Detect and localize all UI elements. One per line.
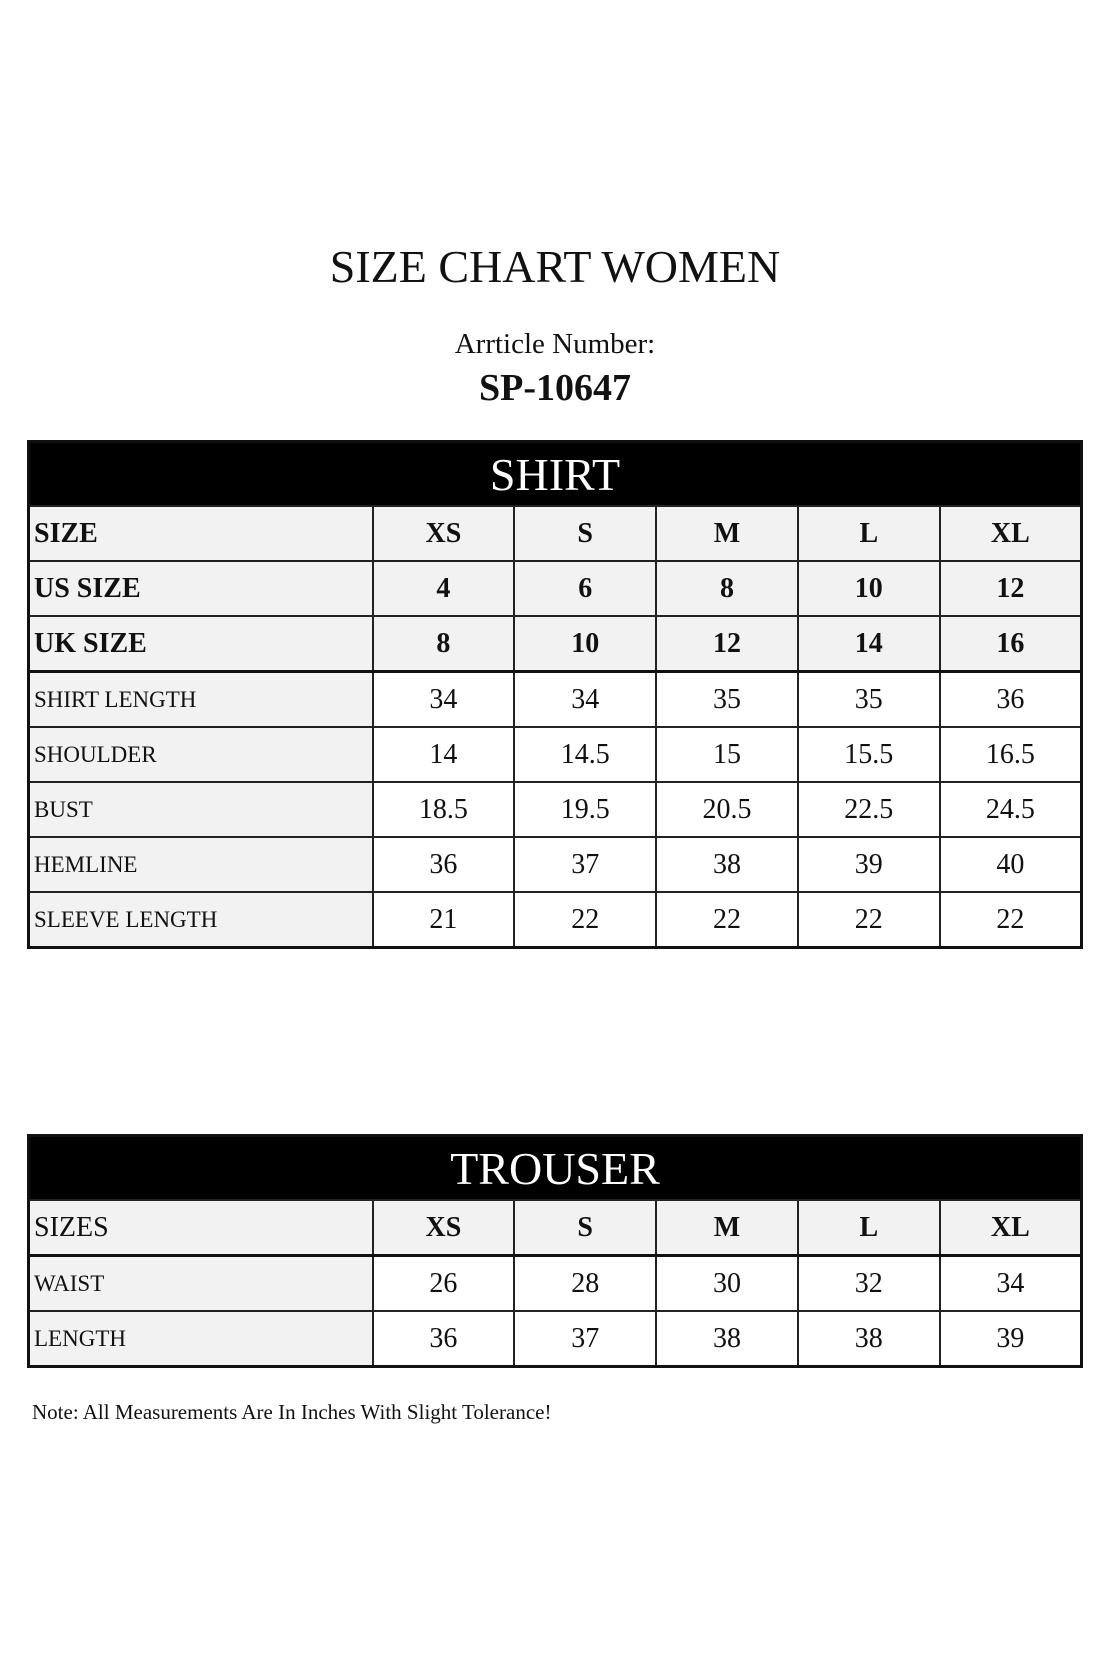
shirt-table: SHIRT SIZE XS S M L XL US SIZE 4 6 8 10 12 UK SIZE 8 1… <box>27 440 1083 949</box>
table-cell: 38 <box>655 836 799 893</box>
table-cell: M <box>655 1199 799 1257</box>
table-cell: 6 <box>513 560 658 617</box>
table-cell: S <box>513 1199 658 1257</box>
row-label: US SIZE <box>27 560 374 617</box>
table-cell: 22 <box>796 891 941 949</box>
table-cell: 12 <box>938 560 1083 617</box>
table-cell: 26 <box>371 1254 516 1312</box>
table-cell: 14 <box>796 615 941 673</box>
table-row: HEMLINE 36 37 38 39 40 <box>27 836 1083 893</box>
table-cell: 39 <box>796 836 941 893</box>
table-row: UK SIZE 8 10 12 14 16 <box>27 615 1083 673</box>
table-cell: 19.5 <box>513 781 658 838</box>
article-number: SP-10647 <box>479 367 631 409</box>
table-cell: 20.5 <box>655 781 799 838</box>
table-cell: 21 <box>371 891 516 949</box>
row-label: UK SIZE <box>27 615 374 673</box>
table-cell: 8 <box>371 615 516 673</box>
table-cell: XS <box>371 505 516 562</box>
table-row: LENGTH 36 37 38 38 39 <box>27 1310 1083 1368</box>
table-cell: 22 <box>513 891 658 949</box>
table-cell: 35 <box>655 670 799 728</box>
page-title: SIZE CHART WOMEN <box>329 241 781 292</box>
table-cell: 24.5 <box>938 781 1083 838</box>
table-row: SIZE XS S M L XL <box>27 505 1083 562</box>
table-cell: 15 <box>655 726 799 783</box>
table-cell: L <box>796 1199 941 1257</box>
article-label: Arrticle Number: <box>454 328 656 360</box>
table-cell: 4 <box>371 560 516 617</box>
table-cell: 18.5 <box>371 781 516 838</box>
table-cell: 16 <box>938 615 1083 673</box>
table-row: WAIST 26 28 30 32 34 <box>27 1254 1083 1312</box>
row-label: WAIST <box>27 1254 374 1312</box>
table-cell: 36 <box>371 1310 516 1368</box>
table-row: SHOULDER 14 14.5 15 15.5 16.5 <box>27 726 1083 783</box>
row-label: SIZE <box>27 505 374 562</box>
table-row: SLEEVE LENGTH 21 22 22 22 22 <box>27 891 1083 949</box>
row-label: SIZES <box>27 1199 374 1257</box>
table-cell: M <box>655 505 799 562</box>
table-row: US SIZE 4 6 8 10 12 <box>27 560 1083 617</box>
table-cell: 36 <box>938 670 1083 728</box>
table-cell: 30 <box>655 1254 799 1312</box>
table-cell: 16.5 <box>938 726 1083 783</box>
table-cell: 12 <box>655 615 799 673</box>
table-cell: 32 <box>796 1254 941 1312</box>
table-cell: 38 <box>655 1310 799 1368</box>
table-cell: 15.5 <box>796 726 941 783</box>
table-cell: 8 <box>655 560 799 617</box>
table-cell: 22 <box>938 891 1083 949</box>
table-cell: 34 <box>938 1254 1083 1312</box>
row-label: SHIRT LENGTH <box>27 670 374 728</box>
table-cell: 28 <box>513 1254 658 1312</box>
table-cell: 22.5 <box>796 781 941 838</box>
table-cell: 37 <box>513 1310 658 1368</box>
table-cell: L <box>796 505 941 562</box>
table-cell: 14 <box>371 726 516 783</box>
table-cell: 34 <box>371 670 516 728</box>
row-label: HEMLINE <box>27 836 374 893</box>
table-row: SIZES XS S M L XL <box>27 1199 1083 1257</box>
table-cell: 22 <box>655 891 799 949</box>
table-cell: 14.5 <box>513 726 658 783</box>
table-cell: S <box>513 505 658 562</box>
table-cell: XL <box>938 1199 1083 1257</box>
table-cell: 10 <box>796 560 941 617</box>
trouser-table: TROUSER SIZES XS S M L XL WAIST 26 28 30 32 34 LENGT… <box>27 1134 1083 1368</box>
trouser-heading: TROUSER <box>28 1135 1082 1200</box>
table-cell: 10 <box>513 615 658 673</box>
table-cell: 37 <box>513 836 658 893</box>
table-row: SHIRT LENGTH 34 34 35 35 36 <box>27 670 1083 728</box>
row-label: SLEEVE LENGTH <box>27 891 374 949</box>
row-label: SHOULDER <box>27 726 374 783</box>
table-cell: 36 <box>371 836 516 893</box>
table-cell: 35 <box>796 670 941 728</box>
measurement-note: Note: All Measurements Are In Inches Wit… <box>32 1400 552 1424</box>
shirt-heading: SHIRT <box>28 441 1082 506</box>
table-cell: XS <box>371 1199 516 1257</box>
table-cell: 39 <box>938 1310 1083 1368</box>
table-cell: XL <box>938 505 1083 562</box>
row-label: BUST <box>27 781 374 838</box>
table-cell: 40 <box>938 836 1083 893</box>
row-label: LENGTH <box>27 1310 374 1368</box>
table-cell: 34 <box>513 670 658 728</box>
table-row: BUST 18.5 19.5 20.5 22.5 24.5 <box>27 781 1083 838</box>
table-cell: 38 <box>796 1310 941 1368</box>
